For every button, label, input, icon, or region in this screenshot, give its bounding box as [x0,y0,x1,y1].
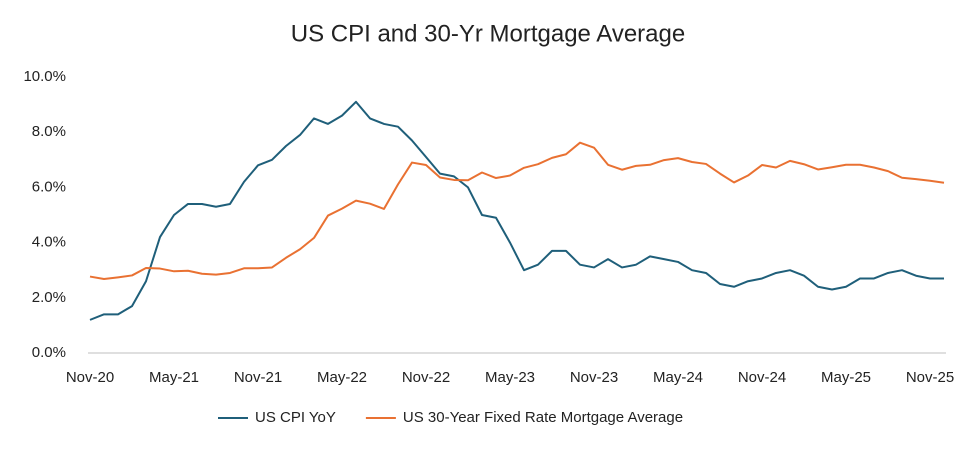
y-tick-label: 4.0% [32,234,66,251]
x-tick-label: Nov-24 [738,369,786,386]
x-tick-label: Nov-22 [402,369,450,386]
chart-title: US CPI and 30-Yr Mortgage Average [291,20,685,47]
x-tick-label: Nov-23 [570,369,618,386]
y-tick-label: 2.0% [32,289,66,306]
x-tick-label: May-21 [149,369,199,386]
series-line [89,100,944,321]
y-tick-label: 10.0% [23,68,66,85]
x-tick-label: May-25 [821,369,871,386]
y-tick-label: 8.0% [32,123,66,140]
x-tick-label: Nov-25 [906,369,954,386]
y-tick-label: 6.0% [32,178,66,195]
series-line [89,141,945,281]
x-tick-label: May-23 [485,369,535,386]
x-tick-label: Nov-21 [234,369,282,386]
legend-label: US CPI YoY [255,409,336,426]
legend-label: US 30-Year Fixed Rate Mortgage Average [403,409,683,426]
x-tick-label: May-22 [317,369,367,386]
y-tick-label: 0.0% [32,344,66,361]
x-tick-label: May-24 [653,369,703,386]
x-tick-label: Nov-20 [66,369,114,386]
